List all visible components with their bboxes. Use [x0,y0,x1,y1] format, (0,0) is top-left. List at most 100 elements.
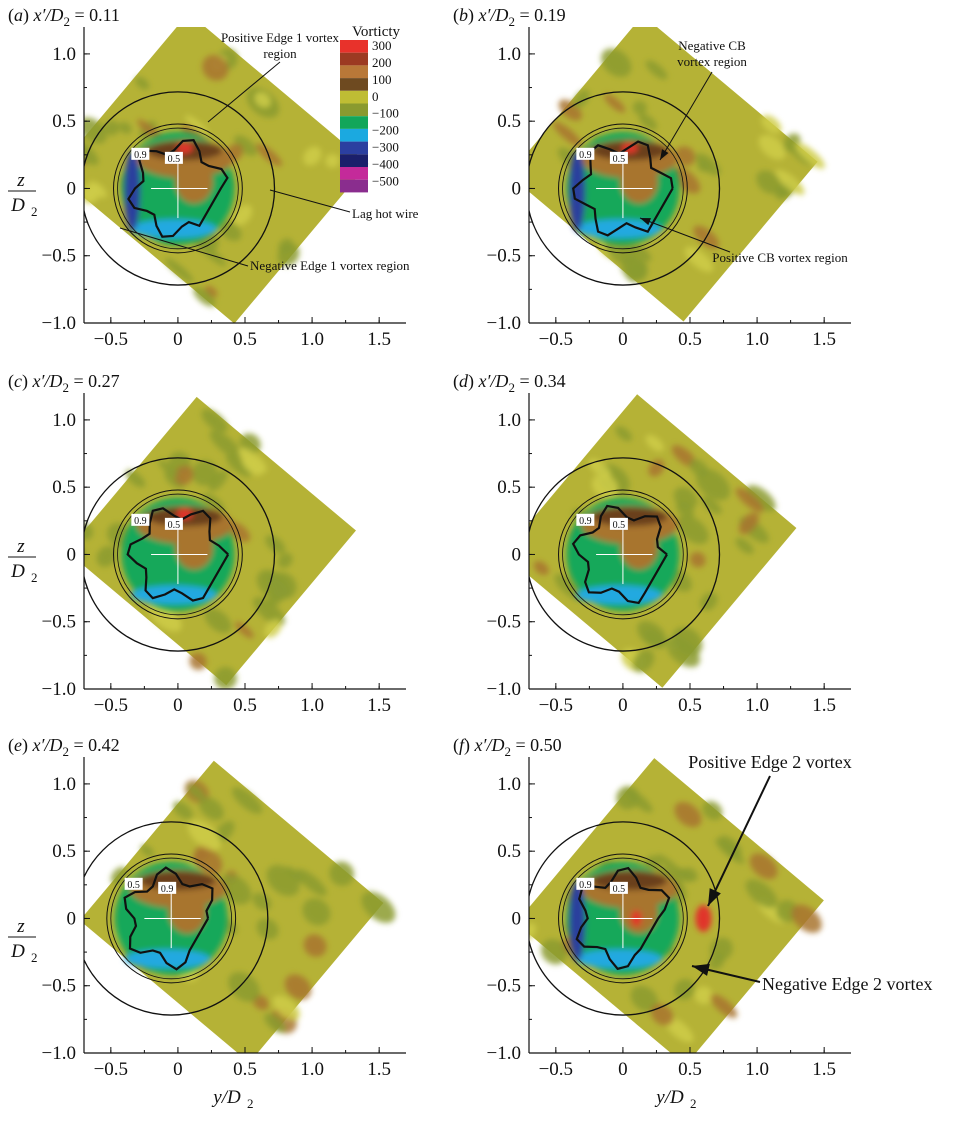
panel-f: 0.9 0.5 −0.5 0 0.5 1.0 1.5 1.0 0.5 0 −0.5 −1.0 (f) x… [453,735,851,1080]
contour-line [123,866,214,971]
positive-center [620,160,658,204]
x-tick-label: −0.5 [539,329,573,350]
x-tick-label: −0.5 [94,695,128,716]
y-tick-label: 1.0 [497,774,521,795]
x-tick-label: 1.0 [745,695,769,716]
texture-blob [303,934,327,957]
contour-label-bg [609,881,628,894]
y-tick-label: 1.0 [497,410,521,431]
colorbar-label: 100 [372,72,392,87]
inner-circle-2 [110,857,232,980]
y-tick-label: 1.0 [52,774,76,795]
x-tick-label: 1.0 [745,329,769,350]
inner-circle-2 [562,127,684,250]
texture-blob [199,797,224,821]
colorbar-swatch [340,103,368,117]
contour-label: 0.5 [613,154,626,165]
contour-line [571,504,668,605]
texture-blob [648,459,665,477]
texture-blob [265,574,291,597]
texture-blob [110,866,128,885]
contour-label: 0.9 [579,150,592,161]
y-axis-label-denominator: D [10,561,25,582]
texture-blob [140,844,155,857]
texture-blob [219,874,252,905]
texture-blob [529,923,537,940]
colorbar-title: Vorticty [352,24,401,40]
texture-blob [591,474,619,500]
texture-blob [674,978,695,1000]
texture-blob [266,864,300,897]
panel-title: (a) x′/D2 = 0.11 [8,5,120,29]
annotation-lag-hot-wire: Lag hot wire [352,206,419,221]
contour-label: 0.9 [161,884,174,895]
colorbar-swatch [340,90,368,104]
texture-blob [697,160,710,172]
texture-blob [254,92,271,108]
annotation-negative-edge1: Negative Edge 1 vortex region [250,258,410,273]
texture-blob [604,94,626,113]
texture-blob [615,426,633,442]
texture-blob [795,142,825,169]
leader-positive-cb-head [640,218,651,226]
y-axis-label-denominator: D [10,195,25,216]
contour-label: 0.5 [168,154,181,165]
y-tick-label: −1.0 [487,1043,521,1064]
texture-blob [238,447,267,473]
texture-blob [656,854,685,878]
texture-blob [533,560,549,576]
colorbar-swatch [340,179,368,193]
texture-blob [761,115,782,134]
x-axis-label-sub: 2 [247,1096,254,1111]
texture-blob [749,853,778,880]
panel-e: 0.5 0.9 −0.5 0 0.5 1.0 1.5 1.0 0.5 0 −0.5 −1.0 (e) x… [8,735,406,1080]
texture-blob [173,801,193,820]
texture-blob [209,430,242,459]
texture-blob [664,1017,694,1043]
y-tick-label: −0.5 [487,612,521,633]
texture-blob [684,246,714,273]
x-axis-label-sub: 2 [690,1096,697,1111]
texture-blob [701,496,722,515]
inner-circle-2 [117,127,239,250]
x-tick-label: 0 [173,1059,183,1080]
negative-lower [575,949,662,969]
y-tick-label: −1.0 [487,313,521,334]
texture-blob [185,115,209,136]
texture-blob [632,100,647,115]
colorbar-swatch [340,141,368,155]
texture-blob [148,601,182,632]
y-tick-label: −1.0 [42,679,76,700]
x-tick-label: 1.5 [812,1059,836,1080]
texture-blob [187,819,222,851]
colorbar-label: −200 [372,123,399,138]
panel-b: 0.9 0.5 −0.5 0 0.5 1.0 1.5 1.0 0.5 0 −0.5 −1.0 (b) x… [453,5,851,350]
edge2-positive [695,905,712,932]
texture-blob [204,608,232,634]
texture-blob [588,458,612,479]
x-tick-label: −0.5 [539,1059,573,1080]
colorbar-swatch [340,167,368,180]
contour-label-bg [131,147,150,160]
texture-blob [214,666,237,689]
annotation-positive-edge2: Positive Edge 2 vortex [688,752,851,772]
contour-line [572,140,674,237]
plot-area [84,396,356,689]
y-tick-label: −0.5 [42,612,76,633]
texture-blob [272,995,300,1021]
inner-circle [106,853,237,984]
contour-label-bg [158,881,177,894]
texture-blob [789,146,813,166]
x-tick-label: 1.0 [300,695,324,716]
texture-blob [187,784,205,800]
texture-blob [738,512,759,535]
plot-area [84,27,369,323]
y-tick-label: 0 [512,178,522,199]
x-tick-label: 1.5 [367,695,391,716]
texture-blob [675,146,696,167]
y-tick-label: 0 [67,178,77,199]
texture-blob [303,146,322,166]
y-tick-label: 0 [512,544,522,565]
leader-negative-cb [659,71,713,161]
contour-label-bg [164,151,183,164]
